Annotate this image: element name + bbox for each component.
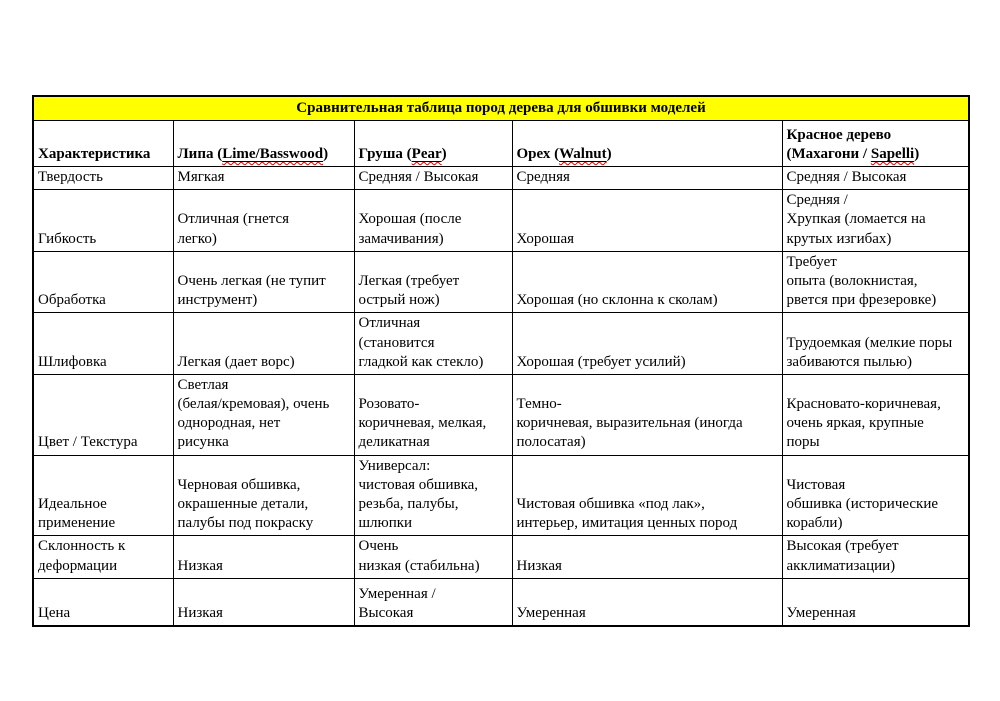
table-title: Сравнительная таблица пород дерева для о… bbox=[32, 95, 970, 121]
underlined-word: Sapelli bbox=[870, 145, 915, 162]
table-header-row: Характеристика Липа (Lime/Basswood) Груш… bbox=[32, 120, 970, 167]
spellcheck-underline: Lime/Basswood bbox=[222, 146, 323, 162]
spellcheck-underline: Pear bbox=[412, 146, 442, 162]
cell-lime: Низкая bbox=[172, 577, 355, 627]
underlined-word: Walnut bbox=[559, 145, 607, 162]
cell-lime: Черновая обшивка, окрашенные детали, пал… bbox=[172, 454, 355, 537]
header-text: ) bbox=[606, 145, 612, 162]
row-label: Гибкость bbox=[32, 189, 174, 252]
cell-walnut: Хорошая bbox=[511, 189, 783, 252]
cell-mahogany: Чистовая обшивка (исторические корабли) bbox=[781, 454, 970, 537]
row-label: Твердость bbox=[32, 165, 174, 191]
column-header-walnut: Орех (Walnut) bbox=[511, 120, 783, 167]
column-header-pear: Груша (Pear) bbox=[353, 120, 513, 167]
cell-lime: Светлая (белая/кремовая), очень однородн… bbox=[172, 373, 355, 456]
cell-mahogany: Требует опыта (волокнистая, рвется при ф… bbox=[781, 250, 970, 314]
cell-lime: Отличная (гнется легко) bbox=[172, 189, 355, 252]
row-label: Цвет / Текстура bbox=[32, 373, 174, 456]
cell-walnut: Темно- коричневая, выразительная (иногда… bbox=[511, 373, 783, 456]
cell-lime: Низкая bbox=[172, 535, 355, 579]
table-row-hardness: Твердость Мягкая Средняя / Высокая Средн… bbox=[32, 165, 970, 191]
cell-pear: Хорошая (после замачивания) bbox=[353, 189, 513, 252]
header-text: ) bbox=[441, 145, 447, 162]
cell-walnut: Умеренная bbox=[511, 577, 783, 627]
row-label: Цена bbox=[32, 577, 174, 627]
underlined-word: Pear bbox=[411, 145, 442, 162]
row-label: Склонность к деформации bbox=[32, 535, 174, 579]
header-text: ) bbox=[323, 145, 329, 162]
cell-lime: Легкая (дает ворс) bbox=[172, 312, 355, 375]
column-header-mahogany: Красное дерево (Махагони / Sapelli) bbox=[781, 120, 970, 167]
table-row-machining: Обработка Очень легкая (не тупит инструм… bbox=[32, 250, 970, 314]
cell-mahogany: Средняя / Хрупкая (ломается на крутых из… bbox=[781, 189, 970, 252]
row-label: Идеальное применение bbox=[32, 454, 174, 537]
header-text: Красное дерево (Махагони / bbox=[786, 126, 892, 162]
wood-comparison-table: Сравнительная таблица пород дерева для о… bbox=[32, 95, 971, 628]
cell-mahogany: Средняя / Высокая bbox=[781, 165, 970, 191]
cell-walnut: Низкая bbox=[511, 535, 783, 579]
cell-lime: Очень легкая (не тупит инструмент) bbox=[172, 250, 355, 314]
table-row-sanding: Шлифовка Легкая (дает ворс) Отличная (ст… bbox=[32, 312, 970, 375]
table-row-price: Цена Низкая Умеренная / Высокая Умеренна… bbox=[32, 577, 970, 627]
cell-lime: Мягкая bbox=[172, 165, 355, 191]
table-row-warping: Склонность к деформации Низкая Очень низ… bbox=[32, 535, 970, 579]
spellcheck-underline: Walnut bbox=[559, 146, 607, 162]
table-row-flexibility: Гибкость Отличная (гнется легко) Хорошая… bbox=[32, 189, 970, 252]
cell-pear: Умеренная / Высокая bbox=[353, 577, 513, 627]
cell-pear: Универсал: чистовая обшивка, резьба, пал… bbox=[353, 454, 513, 537]
cell-mahogany: Высокая (требует акклиматизации) bbox=[781, 535, 970, 579]
column-header-lime: Липа (Lime/Basswood) bbox=[172, 120, 355, 167]
column-header-characteristic: Характеристика bbox=[32, 120, 174, 167]
cell-pear: Розовато- коричневая, мелкая, деликатная bbox=[353, 373, 513, 456]
table-row-ideal-use: Идеальное применение Черновая обшивка, о… bbox=[32, 454, 970, 537]
cell-pear: Средняя / Высокая bbox=[353, 165, 513, 191]
cell-pear: Очень низкая (стабильна) bbox=[353, 535, 513, 579]
cell-walnut: Средняя bbox=[511, 165, 783, 191]
cell-pear: Отличная (становится гладкой как стекло) bbox=[353, 312, 513, 375]
cell-walnut: Чистовая обшивка «под лак», интерьер, им… bbox=[511, 454, 783, 537]
cell-pear: Легкая (требует острый нож) bbox=[353, 250, 513, 314]
header-text: Орех ( bbox=[516, 145, 560, 162]
cell-walnut: Хорошая (требует усилий) bbox=[511, 312, 783, 375]
cell-mahogany: Красновато-коричневая, очень яркая, круп… bbox=[781, 373, 970, 456]
spellcheck-underline: Sapelli bbox=[871, 146, 914, 162]
cell-mahogany: Трудоемкая (мелкие поры забиваются пылью… bbox=[781, 312, 970, 375]
underlined-word: Lime/Basswood bbox=[222, 145, 324, 162]
table-row-color-texture: Цвет / Текстура Светлая (белая/кремовая)… bbox=[32, 373, 970, 456]
header-text: Груша ( bbox=[358, 145, 412, 162]
cell-mahogany: Умеренная bbox=[781, 577, 970, 627]
row-label: Шлифовка bbox=[32, 312, 174, 375]
header-text: ) bbox=[914, 145, 920, 162]
header-text: Липа ( bbox=[177, 145, 223, 162]
row-label: Обработка bbox=[32, 250, 174, 314]
cell-walnut: Хорошая (но склонна к сколам) bbox=[511, 250, 783, 314]
table-title-row: Сравнительная таблица пород дерева для о… bbox=[32, 95, 970, 121]
